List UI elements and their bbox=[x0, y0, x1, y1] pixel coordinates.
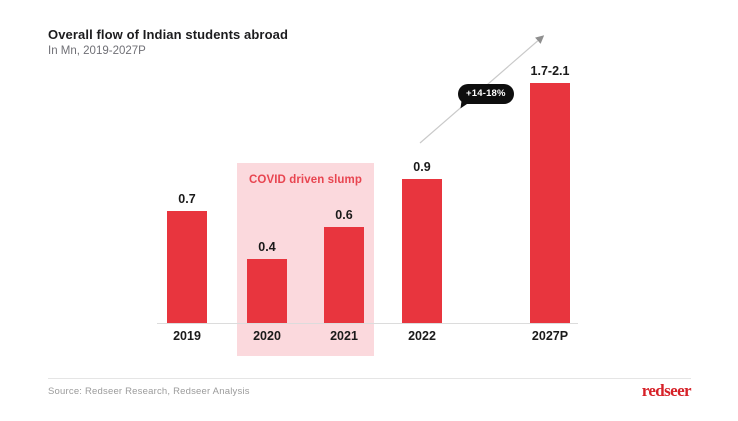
x-axis-line bbox=[157, 323, 578, 324]
chart-units-subtitle: In Mn, 2019-2027P bbox=[48, 45, 146, 57]
value-label-2019: 0.7 bbox=[178, 192, 196, 206]
bar-2021 bbox=[324, 227, 364, 323]
bar-2027p bbox=[530, 83, 570, 323]
x-tick-2020: 2020 bbox=[253, 329, 281, 343]
value-label-2022: 0.9 bbox=[413, 160, 431, 174]
value-label-2020: 0.4 bbox=[258, 240, 276, 254]
page-title: Overall flow of Indian students abroad bbox=[48, 27, 288, 42]
covid-slump-label: COVID driven slump bbox=[249, 174, 362, 186]
source-note: Source: Redseer Research, Redseer Analys… bbox=[48, 386, 250, 397]
growth-badge-label: +14-18% bbox=[466, 88, 506, 99]
x-tick-2019: 2019 bbox=[173, 329, 201, 343]
x-tick-2022: 2022 bbox=[408, 329, 436, 343]
value-label-2021: 0.6 bbox=[335, 208, 353, 222]
x-tick-2027p: 2027P bbox=[531, 329, 569, 343]
value-label-2027p: 1.7-2.1 bbox=[530, 64, 570, 78]
bar-2022 bbox=[402, 179, 442, 323]
x-tick-2021: 2021 bbox=[330, 329, 358, 343]
growth-badge: +14-18% bbox=[458, 84, 514, 104]
redseer-logo: redseer bbox=[641, 381, 692, 400]
footer-divider bbox=[48, 378, 691, 379]
bar-2020 bbox=[247, 259, 287, 323]
bar-2019 bbox=[167, 211, 207, 323]
